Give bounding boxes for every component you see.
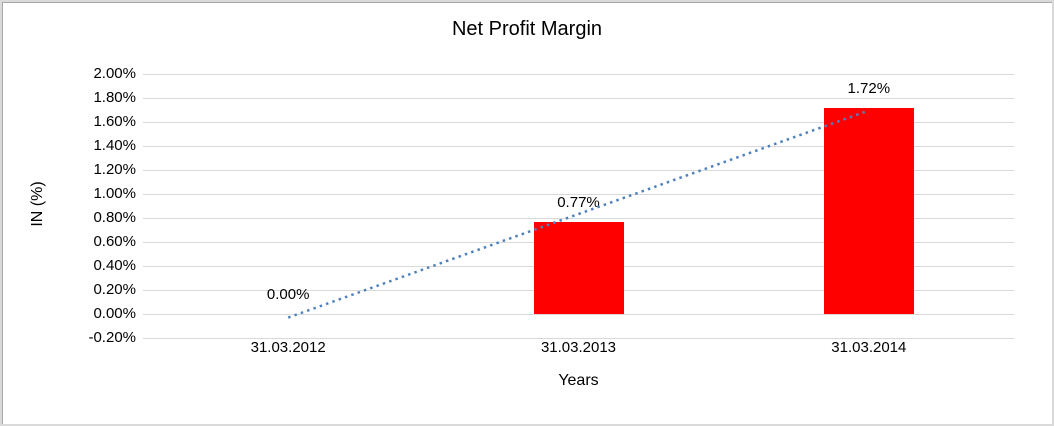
bar-31.03.2013 — [533, 221, 624, 314]
data-label: 0.77% — [557, 193, 600, 211]
data-label: 0.00% — [266, 286, 310, 303]
bar-31.03.2014 — [823, 107, 914, 314]
y-axis-tick-label: 0.60% — [93, 233, 136, 250]
y-gridline — [143, 97, 1014, 99]
data-label: 1.72% — [847, 79, 891, 97]
y-axis-tick-label: 0.80% — [93, 209, 136, 226]
y-axis-tick-label: 0.40% — [93, 257, 136, 274]
y-axis-tick-label: 1.40% — [93, 137, 136, 154]
y-gridline — [143, 337, 1014, 339]
x-category-label: 31.03.2014 — [831, 339, 907, 356]
y-axis-tick-label: 1.00% — [93, 185, 136, 202]
x-axis-title: Years — [558, 372, 599, 389]
x-category-label: 31.03.2013 — [540, 339, 617, 356]
y-axis-tick-label: 1.80% — [93, 89, 136, 106]
y-axis-tick-label: 0.20% — [93, 281, 136, 298]
y-axis-tick-label: 0.00% — [93, 305, 136, 322]
chart-title: Net Profit Margin — [451, 18, 603, 40]
y-axis-tick-label: 1.20% — [93, 161, 136, 178]
y-gridline — [143, 73, 1014, 75]
y-axis-tick-label: -0.20% — [88, 329, 136, 346]
y-axis-tick-label: 2.00% — [93, 65, 136, 82]
y-axis-tick-label: 1.60% — [93, 113, 136, 130]
x-category-label: 31.03.2012 — [250, 339, 326, 356]
